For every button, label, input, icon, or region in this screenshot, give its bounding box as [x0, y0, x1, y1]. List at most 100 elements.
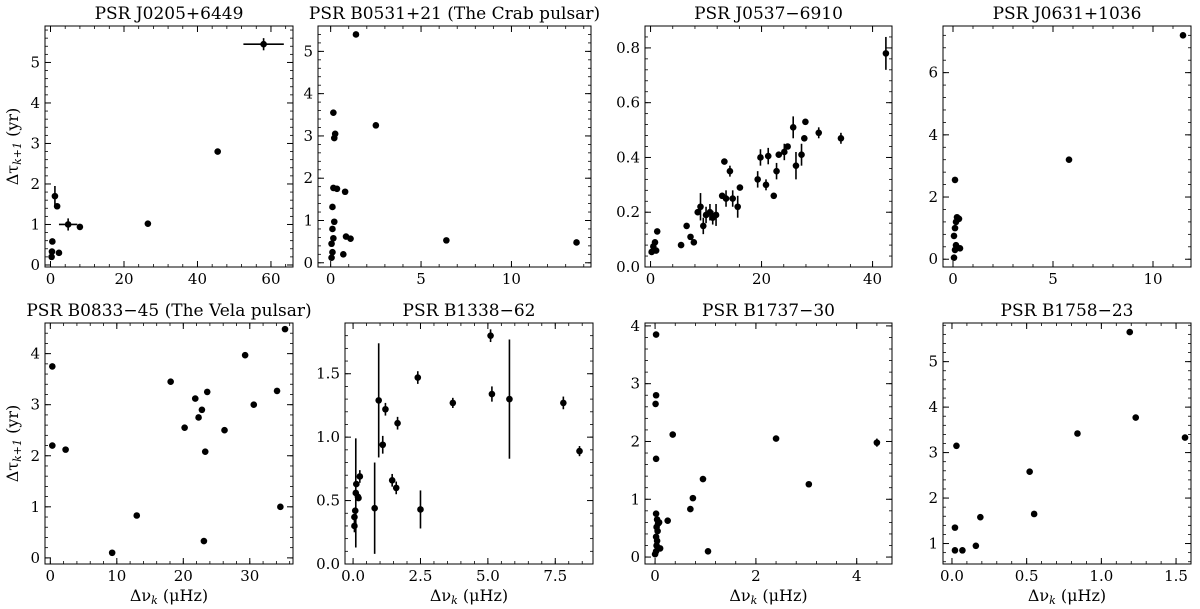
data-point: [449, 399, 457, 407]
data-point: [414, 374, 422, 381]
data-point: [734, 203, 741, 211]
data-point: [736, 184, 744, 191]
y-tick-label: 0: [928, 250, 938, 268]
data-point: [773, 167, 780, 175]
data-point: [392, 484, 400, 492]
data-point: [281, 325, 289, 333]
data-point: [775, 151, 783, 159]
y-tick-label: 4: [30, 94, 40, 112]
x-tick-label: 0: [326, 270, 336, 288]
data-point: [329, 203, 336, 211]
data-point: [652, 331, 660, 338]
data-point: [1026, 468, 1033, 475]
data-point: [62, 446, 69, 453]
data-series: [950, 32, 1187, 261]
panel-title: PSR B0833−45 (The Vela pulsar): [26, 301, 311, 321]
data-point: [1132, 414, 1140, 421]
data-point: [754, 176, 761, 183]
x-tick-label: 0.0: [341, 567, 365, 585]
data-point: [356, 473, 364, 480]
panel-8: PSR B1758−23 0.0 0.5 1.0 1.5 1 2 3 4 5 Δνk (μHz): [928, 301, 1192, 607]
y-axis-label: Δτk+1 (yr): [3, 405, 24, 483]
data-point: [687, 505, 694, 513]
data-point: [950, 254, 958, 261]
x-tick-label: 0: [646, 270, 656, 288]
panel-title: PSR B1737−30: [702, 301, 835, 321]
data-point: [950, 232, 958, 240]
data-point: [260, 40, 267, 48]
data-point: [690, 239, 698, 246]
data-point: [882, 50, 890, 57]
data-point: [798, 151, 805, 159]
x-tick-label: 2.5: [409, 567, 433, 585]
data-point: [805, 480, 813, 488]
data-point: [351, 522, 358, 530]
data-point: [770, 192, 778, 200]
data-point: [273, 387, 281, 395]
data-point: [372, 122, 380, 129]
x-axis-label: Δνk (μHz): [1028, 586, 1106, 607]
data-point: [653, 228, 661, 235]
y-tick-label: 1: [630, 490, 640, 508]
data-point: [388, 476, 396, 484]
data-point: [49, 442, 56, 449]
data-point: [792, 162, 800, 169]
x-tick-label: 10: [502, 270, 521, 288]
data-point: [689, 494, 697, 502]
axes-frame: [942, 25, 1192, 268]
data-point: [214, 148, 221, 155]
data-point: [488, 390, 496, 398]
data-point: [652, 455, 660, 463]
data-point: [355, 494, 362, 502]
axes-frame: [44, 322, 294, 565]
axes-frame: [44, 25, 294, 268]
data-series: [648, 36, 890, 256]
data-series: [351, 329, 583, 554]
panel-3: PSR J0537−6910 0 20 40 0.0 0.2 0.4 0.6 0.8: [616, 4, 893, 288]
y-tick-label: 0.5: [316, 492, 340, 510]
data-point: [76, 223, 84, 231]
data-series: [48, 38, 284, 261]
y-tick-label: 0: [630, 548, 640, 566]
data-point: [55, 249, 63, 257]
data-point: [48, 248, 56, 255]
y-tick-label: 4: [928, 126, 938, 144]
x-axis-label: Δνk (μHz): [130, 586, 208, 607]
panel-6: PSR B1338−62 0.0 2.5 5.0 7.5 0.0 0.5 1.0 1.5 Δνk …: [316, 301, 594, 607]
data-point: [757, 154, 764, 161]
data-point: [375, 397, 382, 404]
data-point: [333, 185, 341, 193]
data-point: [652, 510, 660, 518]
data-point: [1074, 430, 1081, 437]
data-point: [576, 447, 583, 455]
data-point: [652, 400, 659, 408]
data-point: [353, 480, 360, 488]
data-point: [329, 225, 336, 233]
x-tick-label: 0: [46, 567, 56, 585]
x-tick-label: 10: [1143, 270, 1162, 288]
y-tick-label: 0.6: [616, 94, 640, 112]
data-point: [371, 504, 378, 512]
data-point: [726, 167, 734, 175]
data-point: [951, 524, 959, 531]
data-point: [699, 222, 707, 230]
data-point: [417, 506, 424, 513]
y-tick-label: 1: [30, 215, 40, 233]
x-tick-label: 40: [863, 270, 882, 288]
data-point: [330, 218, 338, 226]
data-point: [802, 118, 809, 126]
y-tick-label: 1: [30, 498, 40, 516]
data-point: [330, 234, 337, 242]
x-tick-label: 0.0: [940, 567, 964, 585]
panel-title: PSR J0537−6910: [694, 4, 843, 24]
data-point: [195, 414, 202, 421]
data-point: [250, 401, 258, 408]
x-tick-label: 4: [852, 567, 862, 585]
data-point: [706, 208, 714, 216]
data-point: [704, 547, 712, 555]
y-tick-label: 4: [30, 345, 40, 363]
data-point: [815, 129, 823, 137]
data-point: [722, 195, 730, 202]
y-tick-label: 3: [30, 396, 40, 414]
